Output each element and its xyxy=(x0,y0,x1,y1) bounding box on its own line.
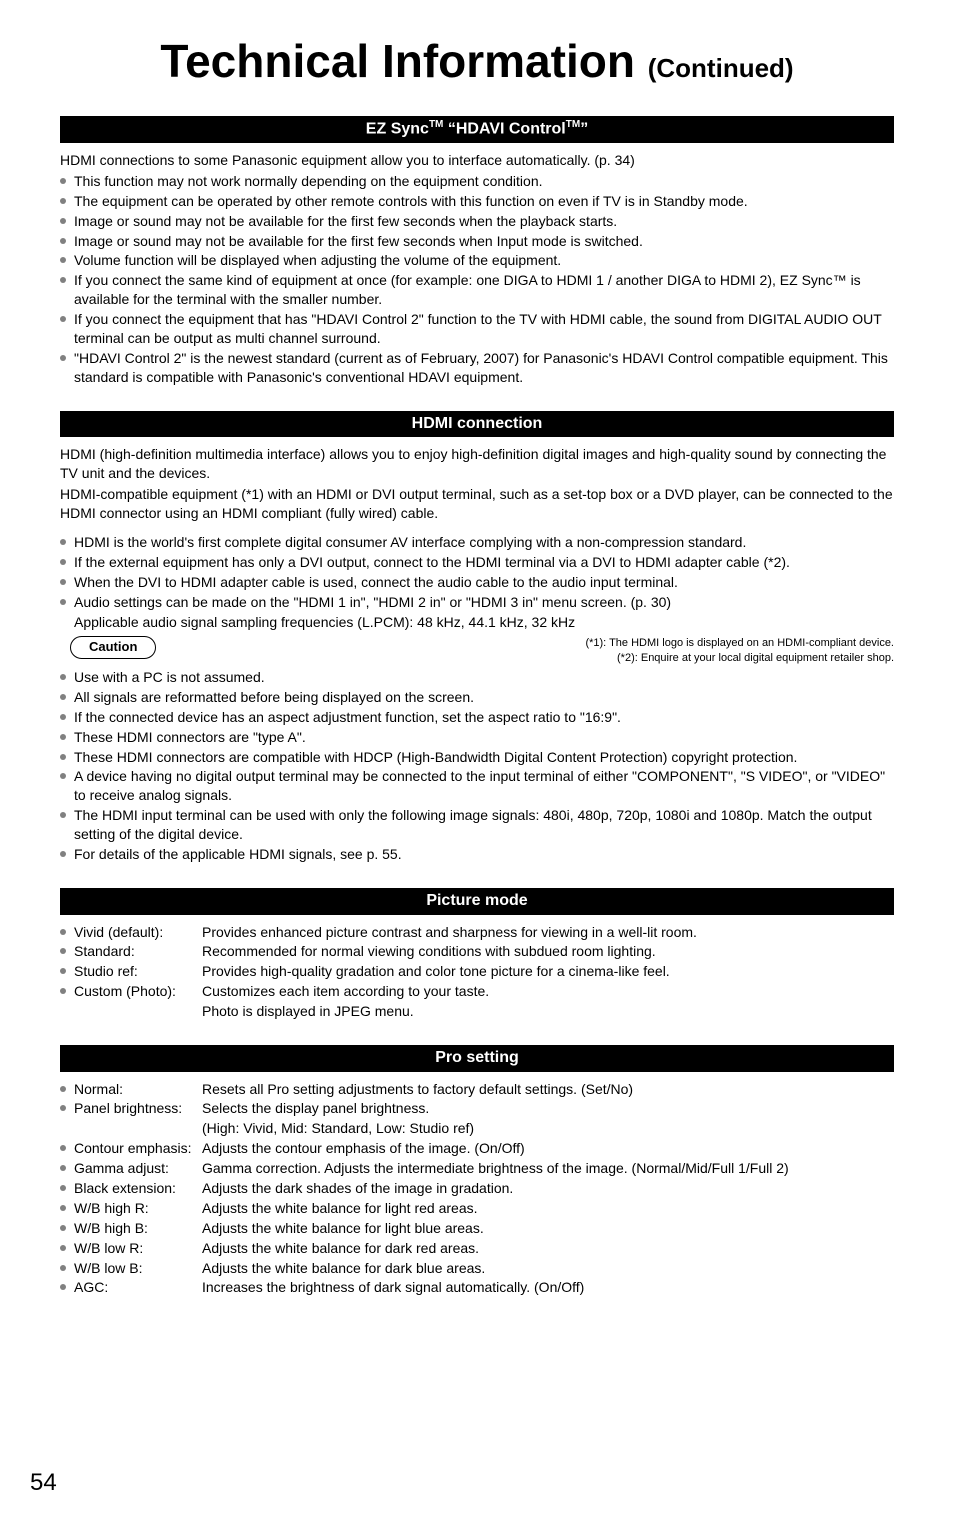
list-item: Contour emphasis:Adjusts the contour emp… xyxy=(60,1139,894,1158)
list-item: If the connected device has an aspect ad… xyxy=(60,708,894,727)
list-item: Black extension:Adjusts the dark shades … xyxy=(60,1179,894,1198)
section-heading-pro: Pro setting xyxy=(60,1045,894,1072)
list-item: For details of the applicable HDMI signa… xyxy=(60,845,894,864)
hdmi-intro-2: HDMI-compatible equipment (*1) with an H… xyxy=(60,485,894,523)
ezsync-intro: HDMI connections to some Panasonic equip… xyxy=(60,151,894,170)
list-item: Normal:Resets all Pro setting adjustment… xyxy=(60,1080,894,1099)
section-heading-hdmi: HDMI connection xyxy=(60,411,894,438)
setting-description: Adjusts the white balance for light red … xyxy=(202,1199,894,1218)
list-item: (High: Vivid, Mid: Standard, Low: Studio… xyxy=(60,1119,894,1138)
setting-name: W/B high R: xyxy=(74,1199,202,1218)
list-item: All signals are reformatted before being… xyxy=(60,688,894,707)
hdmi-footnote-1: (*1): The HDMI logo is displayed on an H… xyxy=(585,636,894,651)
setting-name: Gamma adjust: xyxy=(74,1159,202,1178)
list-item: These HDMI connectors are "type A". xyxy=(60,728,894,747)
list-item: Audio settings can be made on the "HDMI … xyxy=(60,593,894,612)
hdmi-bullet-list-1: HDMI is the world's first complete digit… xyxy=(60,533,894,612)
page-number: 54 xyxy=(30,1467,894,1499)
setting-name: AGC: xyxy=(74,1278,202,1297)
setting-description: Selects the display panel brightness. xyxy=(202,1099,894,1118)
hdmi-intro-1: HDMI (high-definition multimedia interfa… xyxy=(60,445,894,483)
caution-label: Caution xyxy=(70,636,156,659)
setting-description: Adjusts the white balance for dark red a… xyxy=(202,1239,894,1258)
setting-description: Gamma correction. Adjusts the intermedia… xyxy=(202,1159,894,1178)
setting-description: Adjusts the dark shades of the image in … xyxy=(202,1179,894,1198)
list-item: Panel brightness:Selects the display pan… xyxy=(60,1099,894,1118)
list-item: HDMI is the world's first complete digit… xyxy=(60,533,894,552)
list-item: If you connect the same kind of equipmen… xyxy=(60,271,894,309)
list-item: Standard:Recommended for normal viewing … xyxy=(60,942,894,961)
list-item: AGC:Increases the brightness of dark sig… xyxy=(60,1278,894,1297)
list-item: If you connect the equipment that has "H… xyxy=(60,310,894,348)
setting-description: Increases the brightness of dark signal … xyxy=(202,1278,894,1297)
setting-name: Contour emphasis: xyxy=(74,1139,202,1158)
section-heading-ezsync: EZ SyncTM “HDAVI ControlTM” xyxy=(60,116,894,143)
picture-mode-list: Vivid (default):Provides enhanced pictur… xyxy=(60,923,894,1002)
setting-name: W/B low R: xyxy=(74,1239,202,1258)
page-title: Technical Information (Continued) xyxy=(60,30,894,92)
list-item: The equipment can be operated by other r… xyxy=(60,192,894,211)
ezsync-bullet-list: This function may not work normally depe… xyxy=(60,172,894,387)
list-item: W/B low R:Adjusts the white balance for … xyxy=(60,1239,894,1258)
setting-name: W/B low B: xyxy=(74,1259,202,1278)
list-item: Image or sound may not be available for … xyxy=(60,212,894,231)
list-item: Use with a PC is not assumed. xyxy=(60,668,894,687)
hdmi-footnotes: (*1): The HDMI logo is displayed on an H… xyxy=(585,636,894,666)
setting-description: Adjusts the contour emphasis of the imag… xyxy=(202,1139,894,1158)
setting-description: Recommended for normal viewing condition… xyxy=(202,942,894,961)
setting-name xyxy=(74,1119,202,1138)
setting-name: Custom (Photo): xyxy=(74,982,202,1001)
setting-name: Panel brightness: xyxy=(74,1099,202,1118)
setting-name: Normal: xyxy=(74,1080,202,1099)
setting-description: Adjusts the white balance for dark blue … xyxy=(202,1259,894,1278)
list-item: These HDMI connectors are compatible wit… xyxy=(60,748,894,767)
section-heading-picture: Picture mode xyxy=(60,888,894,915)
setting-description: Provides high-quality gradation and colo… xyxy=(202,962,894,981)
setting-description: Resets all Pro setting adjustments to fa… xyxy=(202,1080,894,1099)
list-item: The HDMI input terminal can be used with… xyxy=(60,806,894,844)
setting-name: Standard: xyxy=(74,942,202,961)
list-item: This function may not work normally depe… xyxy=(60,172,894,191)
setting-name: Vivid (default): xyxy=(74,923,202,942)
list-item: A device having no digital output termin… xyxy=(60,767,894,805)
title-continued: (Continued) xyxy=(648,53,794,83)
list-item: Volume function will be displayed when a… xyxy=(60,251,894,270)
list-item: When the DVI to HDMI adapter cable is us… xyxy=(60,573,894,592)
pro-setting-list: Normal:Resets all Pro setting adjustment… xyxy=(60,1080,894,1298)
setting-description: Customizes each item according to your t… xyxy=(202,982,894,1001)
list-item: Custom (Photo):Customizes each item acco… xyxy=(60,982,894,1001)
hdmi-bullet-list-2: Use with a PC is not assumed.All signals… xyxy=(60,668,894,864)
setting-name: Black extension: xyxy=(74,1179,202,1198)
setting-name: Studio ref: xyxy=(74,962,202,981)
setting-description: (High: Vivid, Mid: Standard, Low: Studio… xyxy=(202,1119,894,1138)
picture-extra-line: Photo is displayed in JPEG menu. xyxy=(60,1002,894,1021)
hdmi-audio-freq: Applicable audio signal sampling frequen… xyxy=(60,613,894,632)
list-item: "HDAVI Control 2" is the newest standard… xyxy=(60,349,894,387)
setting-description: Provides enhanced picture contrast and s… xyxy=(202,923,894,942)
list-item: Image or sound may not be available for … xyxy=(60,232,894,251)
list-item: Gamma adjust:Gamma correction. Adjusts t… xyxy=(60,1159,894,1178)
list-item: Vivid (default):Provides enhanced pictur… xyxy=(60,923,894,942)
list-item: If the external equipment has only a DVI… xyxy=(60,553,894,572)
list-item: W/B low B:Adjusts the white balance for … xyxy=(60,1259,894,1278)
hdmi-footnote-2: (*2): Enquire at your local digital equi… xyxy=(585,651,894,666)
list-item: W/B high R:Adjusts the white balance for… xyxy=(60,1199,894,1218)
list-item: Studio ref:Provides high-quality gradati… xyxy=(60,962,894,981)
title-main: Technical Information xyxy=(160,35,635,87)
